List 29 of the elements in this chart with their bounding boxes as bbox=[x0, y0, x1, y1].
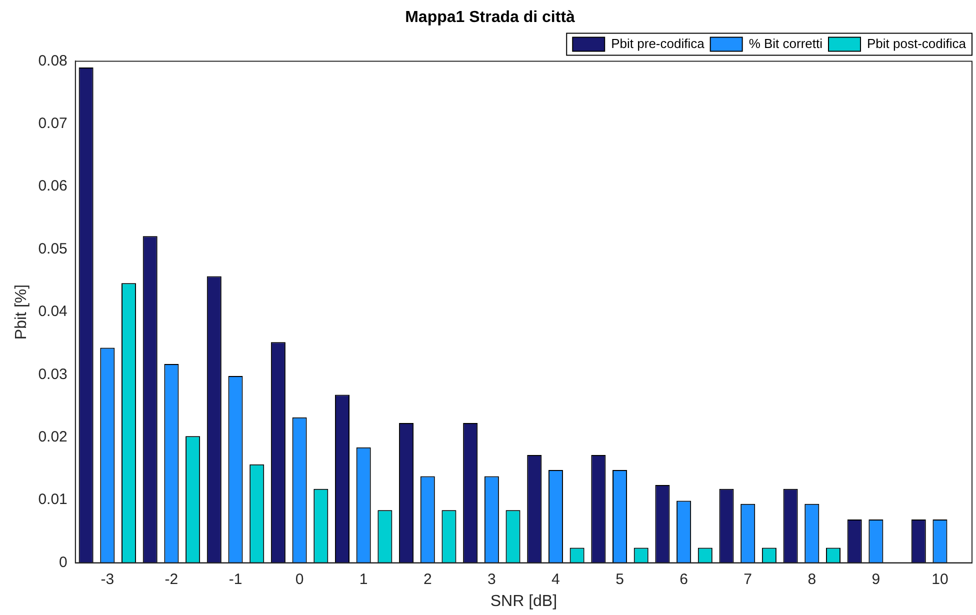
x-tick-label: 7 bbox=[744, 570, 752, 588]
y-tick-label: 0.03 bbox=[38, 366, 68, 383]
y-tick-label: 0.04 bbox=[38, 303, 68, 320]
legend-label: Pbit post-codifica bbox=[867, 36, 967, 51]
x-tick-label: 1 bbox=[359, 570, 368, 588]
x-tick-label: 9 bbox=[872, 570, 880, 588]
y-tick-label: 0.06 bbox=[38, 178, 68, 195]
y-axis-title: Pbit [%] bbox=[13, 284, 30, 340]
x-tick-label: 5 bbox=[616, 570, 624, 588]
y-tick-label: 0.02 bbox=[38, 428, 68, 446]
x-tick-label: 3 bbox=[488, 570, 496, 588]
x-tick-label: 8 bbox=[808, 570, 816, 588]
y-tick-label: 0.01 bbox=[38, 491, 68, 508]
chart-title: Mappa1 Strada di città bbox=[405, 9, 576, 26]
x-tick-label: 2 bbox=[423, 570, 432, 588]
x-tick-label: -3 bbox=[100, 570, 114, 588]
legend-label: Pbit pre-codifica bbox=[611, 36, 706, 51]
x-tick-label: -1 bbox=[228, 570, 242, 588]
x-tick-label: 0 bbox=[295, 570, 304, 588]
x-axis-title: SNR [dB] bbox=[490, 592, 558, 610]
y-tick-label: 0.05 bbox=[38, 240, 68, 258]
x-tick-label: 10 bbox=[932, 570, 948, 588]
x-tick-label: -2 bbox=[164, 570, 178, 588]
y-tick-label: 0.08 bbox=[38, 52, 68, 70]
x-tick-label: 4 bbox=[552, 570, 560, 588]
y-tick-label: 0 bbox=[59, 554, 68, 571]
y-tick-label: 0.07 bbox=[38, 115, 68, 132]
legend-label: % Bit corretti bbox=[748, 36, 823, 51]
x-tick-label: 6 bbox=[680, 570, 688, 588]
